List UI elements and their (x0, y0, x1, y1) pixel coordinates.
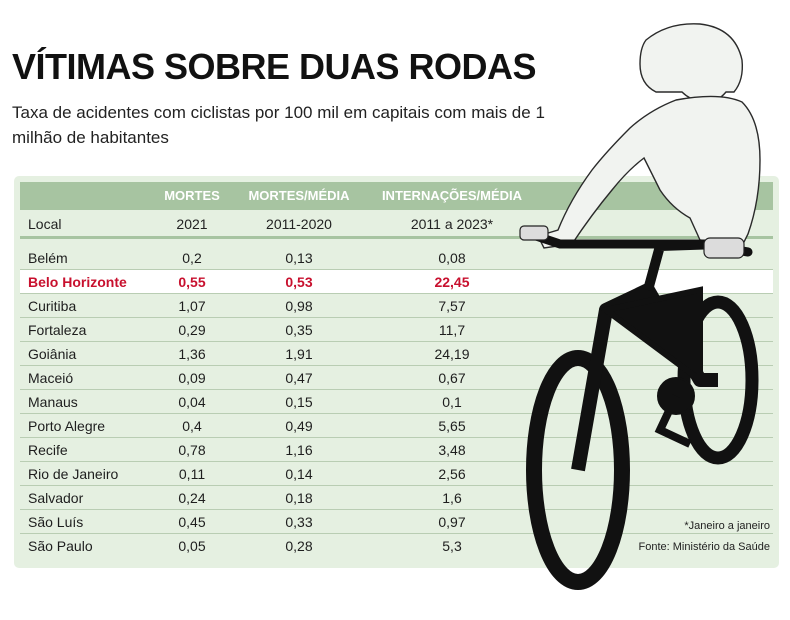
table-cell-value: 0,29 (178, 322, 206, 338)
table-cell-local: Curitiba (28, 298, 77, 314)
table-cell-value: 0,55 (178, 274, 206, 290)
table-cell-value: 0,28 (285, 538, 313, 554)
table-cell-local: Manaus (28, 394, 78, 410)
table-cell-value: 7,57 (438, 298, 466, 314)
table-cell-value: 0,13 (285, 250, 313, 266)
table-cell-value: 0,15 (285, 394, 313, 410)
table-cell-value: 0,24 (178, 490, 206, 506)
table-cell-value: 0,05 (178, 538, 206, 554)
table-cell-local: Salvador (28, 490, 84, 506)
table-cell-value: 0,08 (438, 250, 466, 266)
table-cell-value: 3,48 (438, 442, 466, 458)
row-divider (20, 437, 773, 438)
column-subheader-internacoes-media: 2011 a 2023* (410, 216, 494, 232)
table-cell-value: 0,2 (182, 250, 202, 266)
table-cell-value: 0,33 (285, 514, 313, 530)
table-cell-value: 0,67 (438, 370, 466, 386)
table-cell-local: Recife (28, 442, 68, 458)
column-header-mortes-media: MORTES/MÉDIA (248, 188, 350, 203)
table-cell-local: Fortaleza (28, 322, 87, 338)
table-cell-value: 0,35 (285, 322, 313, 338)
row-divider (20, 509, 773, 510)
table-cell-value: 5,3 (442, 538, 462, 554)
table-cell-local: São Luís (28, 514, 84, 530)
table-cell-local: Goiânia (28, 346, 77, 362)
column-subheader-local: Local (28, 216, 62, 232)
table-cell-value: 0,11 (178, 466, 206, 482)
row-divider (20, 389, 773, 390)
row-divider (20, 317, 773, 318)
cyclist-illustration (519, 23, 761, 590)
table-cell-value: 5,65 (438, 418, 466, 434)
table-cell-value: 0,97 (438, 514, 466, 530)
row-divider (20, 341, 773, 342)
table-cell-value: 0,14 (285, 466, 313, 482)
header-separator (20, 236, 773, 239)
table-cell-value: 0,4 (182, 418, 202, 434)
table-cell-value: 2,56 (438, 466, 466, 482)
row-divider (20, 533, 773, 534)
table-cell-local: São Paulo (28, 538, 93, 554)
chart-subtitle: Taxa de acidentes com ciclistas por 100 … (12, 103, 545, 147)
table-cell-local: Porto Alegre (28, 418, 106, 434)
bicycle (519, 225, 759, 590)
table-cell-value: 1,91 (285, 346, 313, 362)
column-header-internacoes-media: INTERNAÇÕES/MÉDIA (381, 188, 523, 203)
column-subheader-mortes: 2021 (176, 216, 208, 232)
table-cell-value: 1,16 (285, 442, 313, 458)
table-cell-value: 0,49 (285, 418, 313, 434)
table-cell-value: 1,07 (178, 298, 206, 314)
table-cell-value: 0,53 (285, 274, 313, 290)
table-cell-value: 1,36 (178, 346, 206, 362)
table-cell-local: Rio de Janeiro (28, 466, 119, 482)
table-cell-value: 0,18 (285, 490, 313, 506)
row-divider (20, 293, 773, 294)
table-cell-local: Maceió (28, 370, 74, 386)
table-cell-value: 0,09 (178, 370, 206, 386)
table-cell-value: 0,04 (178, 394, 206, 410)
table-cell-value: 0,45 (178, 514, 206, 530)
table-cell-value: 0,98 (285, 298, 313, 314)
chart-title: VÍTIMAS SOBRE DUAS RODAS (12, 46, 537, 87)
row-divider (20, 461, 773, 462)
table-cell-value: 0,47 (285, 370, 313, 386)
row-divider (20, 269, 773, 270)
table-cell-value: 0,1 (442, 394, 462, 410)
table-cell-value: 11,7 (438, 322, 466, 338)
table-header-band (20, 182, 773, 210)
table-cell-value: 22,45 (434, 274, 470, 290)
footnote-asterisk: *Janeiro a janeiro (684, 520, 770, 532)
table-cell-value: 0,78 (178, 442, 206, 458)
row-divider (20, 365, 773, 366)
column-subheader-mortes-media: 2011-2020 (266, 216, 332, 232)
table-cell-value: 1,6 (442, 490, 462, 506)
column-header-mortes: MORTES (164, 188, 220, 203)
source-note: Fonte: Ministério da Saúde (638, 541, 770, 553)
rider-figure (537, 23, 761, 249)
table-cell-local: Belo Horizonte (28, 274, 127, 290)
row-divider (20, 413, 773, 414)
table-cell-value: 24,19 (434, 346, 470, 362)
row-divider (20, 485, 773, 486)
table-cell-local: Belém (28, 250, 68, 266)
